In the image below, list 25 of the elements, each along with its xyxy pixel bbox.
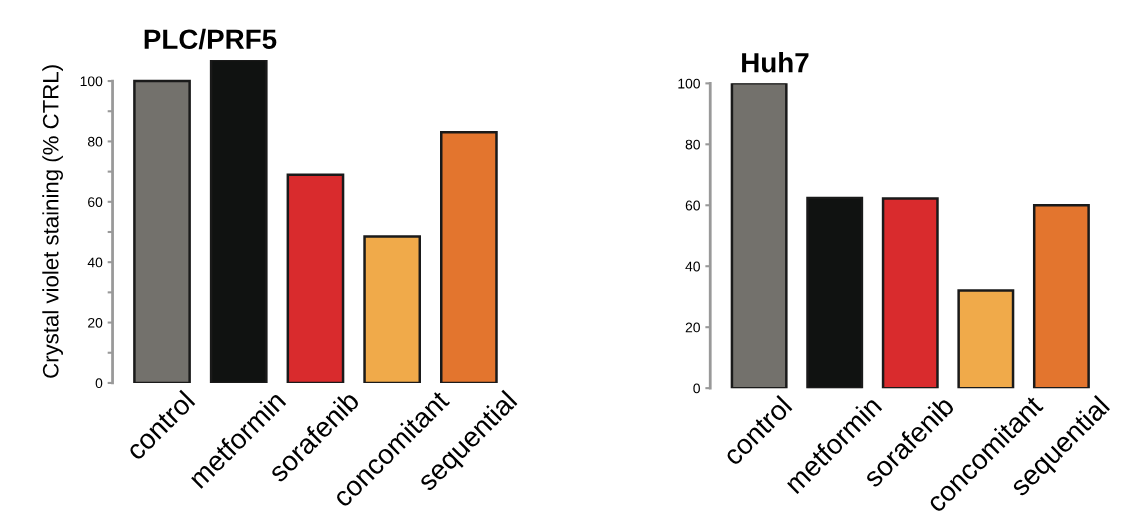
bar <box>209 59 268 383</box>
y-tick-label: 100 <box>80 76 103 87</box>
bar <box>363 235 422 383</box>
y-tick-label: 80 <box>685 139 700 150</box>
bar <box>957 289 1015 389</box>
y-tick-label: 60 <box>88 197 103 207</box>
y-tick-label: 60 <box>685 200 700 211</box>
bar <box>440 131 498 383</box>
bar <box>133 79 191 383</box>
y-tick-label: 40 <box>685 261 700 272</box>
y-tick-label: 20 <box>88 317 103 328</box>
y-tick-label: 100 <box>678 78 700 89</box>
bar <box>730 83 788 389</box>
bar <box>286 173 345 383</box>
y-tick-label: 40 <box>87 257 103 268</box>
y-axis-title: Crystal violet staining (% CTRL) <box>42 65 63 378</box>
chart-title: Huh7 <box>742 52 809 73</box>
bar <box>881 197 939 389</box>
bar <box>806 196 864 389</box>
chart-title: PLC/PRF5 <box>144 28 277 50</box>
y-tick-label: 0 <box>693 383 700 394</box>
y-tick-label: 0 <box>95 378 103 389</box>
bar <box>1032 204 1090 389</box>
y-tick-label: 80 <box>87 136 103 147</box>
y-tick-label: 20 <box>685 322 700 333</box>
